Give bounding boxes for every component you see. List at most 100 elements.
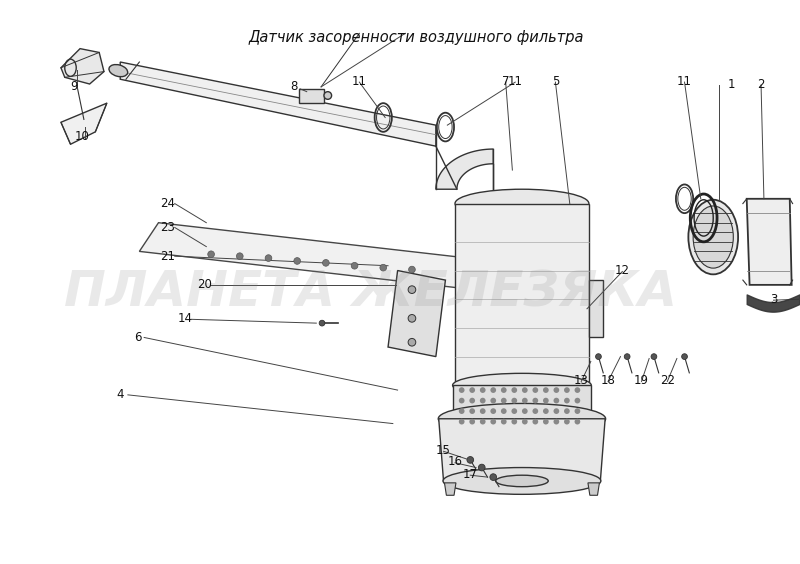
Polygon shape [436, 149, 494, 190]
Circle shape [682, 354, 687, 359]
Circle shape [208, 251, 214, 258]
Circle shape [554, 398, 559, 403]
Text: 20: 20 [197, 279, 212, 292]
Circle shape [467, 456, 474, 463]
Circle shape [511, 419, 517, 425]
Circle shape [533, 398, 538, 403]
Circle shape [554, 419, 559, 425]
Text: 11: 11 [352, 74, 367, 87]
Text: 10: 10 [74, 130, 90, 143]
Ellipse shape [438, 403, 606, 434]
Circle shape [522, 408, 528, 414]
Circle shape [564, 408, 570, 414]
Ellipse shape [109, 64, 128, 77]
Circle shape [265, 255, 272, 262]
Text: 18: 18 [601, 374, 615, 387]
Ellipse shape [496, 475, 548, 487]
Text: 16: 16 [447, 455, 462, 468]
Circle shape [543, 398, 549, 403]
Circle shape [533, 387, 538, 393]
Text: 5: 5 [552, 74, 559, 87]
Polygon shape [588, 483, 599, 495]
Circle shape [543, 408, 549, 414]
Circle shape [237, 253, 243, 259]
Circle shape [490, 398, 496, 403]
Circle shape [574, 398, 580, 403]
Text: 6: 6 [134, 331, 141, 344]
Circle shape [564, 398, 570, 403]
Polygon shape [453, 385, 591, 424]
Circle shape [501, 419, 506, 425]
Circle shape [564, 419, 570, 425]
Circle shape [501, 408, 506, 414]
Circle shape [322, 259, 330, 266]
Polygon shape [438, 419, 605, 481]
Text: Датчик засоренности воздушного фильтра: Датчик засоренности воздушного фильтра [249, 29, 585, 45]
Text: 1: 1 [728, 77, 735, 90]
Circle shape [459, 419, 465, 425]
Circle shape [470, 387, 475, 393]
Ellipse shape [324, 92, 332, 99]
Circle shape [351, 262, 358, 269]
Circle shape [554, 387, 559, 393]
Circle shape [459, 398, 465, 403]
Polygon shape [61, 49, 104, 84]
Circle shape [478, 464, 485, 471]
Text: 22: 22 [660, 374, 675, 387]
Text: 7: 7 [502, 74, 510, 87]
Circle shape [651, 354, 657, 359]
Circle shape [319, 320, 325, 326]
Polygon shape [589, 280, 603, 337]
Circle shape [533, 419, 538, 425]
Text: 19: 19 [634, 374, 649, 387]
Polygon shape [120, 62, 436, 146]
Ellipse shape [688, 200, 738, 274]
Circle shape [294, 258, 301, 265]
Circle shape [543, 387, 549, 393]
Text: 3: 3 [770, 293, 777, 306]
Text: 17: 17 [462, 468, 478, 481]
Circle shape [490, 474, 497, 481]
Circle shape [511, 398, 517, 403]
Text: 15: 15 [436, 444, 451, 457]
Circle shape [533, 408, 538, 414]
Circle shape [480, 408, 486, 414]
Text: 11: 11 [677, 74, 692, 87]
Circle shape [554, 408, 559, 414]
Polygon shape [139, 223, 494, 290]
Text: 24: 24 [161, 197, 175, 210]
Circle shape [595, 354, 602, 359]
Text: ПЛАНЕТА ЖЕЛЕЗЯКА: ПЛАНЕТА ЖЕЛЕЗЯКА [64, 269, 678, 317]
Text: 13: 13 [574, 374, 589, 387]
Circle shape [408, 315, 416, 322]
Circle shape [459, 387, 465, 393]
Polygon shape [746, 199, 792, 285]
Ellipse shape [693, 206, 734, 268]
Circle shape [408, 286, 416, 293]
Text: 21: 21 [161, 250, 175, 263]
Text: 4: 4 [117, 389, 124, 402]
Circle shape [522, 398, 528, 403]
Text: 9: 9 [70, 81, 78, 94]
Text: 23: 23 [161, 221, 175, 234]
Circle shape [470, 419, 475, 425]
Circle shape [522, 387, 528, 393]
Ellipse shape [453, 373, 591, 397]
Polygon shape [299, 89, 324, 103]
Circle shape [574, 387, 580, 393]
Circle shape [480, 398, 486, 403]
Circle shape [574, 419, 580, 425]
Circle shape [511, 408, 517, 414]
Polygon shape [388, 271, 446, 356]
Circle shape [522, 419, 528, 425]
Circle shape [543, 419, 549, 425]
Ellipse shape [443, 468, 601, 494]
Circle shape [408, 338, 416, 346]
Text: 14: 14 [178, 312, 193, 325]
Text: 8: 8 [290, 81, 298, 94]
Circle shape [470, 398, 475, 403]
Polygon shape [455, 204, 589, 390]
Polygon shape [445, 483, 456, 495]
Ellipse shape [455, 190, 589, 218]
Circle shape [511, 387, 517, 393]
